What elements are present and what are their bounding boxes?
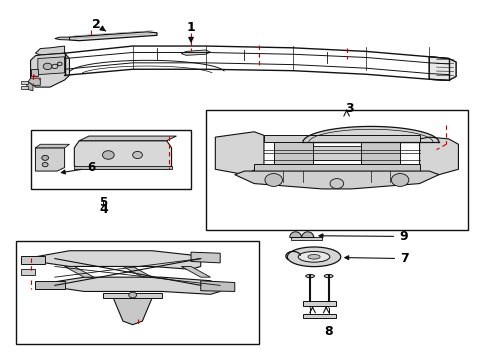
Ellipse shape: [324, 274, 332, 278]
Ellipse shape: [307, 255, 320, 259]
Circle shape: [102, 151, 114, 159]
Polygon shape: [21, 86, 28, 89]
Polygon shape: [74, 166, 171, 169]
Circle shape: [132, 152, 142, 158]
Polygon shape: [201, 281, 234, 292]
Text: 1: 1: [186, 21, 195, 42]
Text: 4: 4: [99, 203, 108, 216]
Polygon shape: [181, 266, 210, 277]
Text: 6: 6: [61, 161, 95, 174]
Bar: [290, 237, 322, 240]
Circle shape: [52, 64, 58, 68]
Polygon shape: [55, 37, 69, 40]
Circle shape: [264, 174, 282, 186]
Polygon shape: [302, 301, 335, 306]
Polygon shape: [181, 50, 210, 55]
Polygon shape: [28, 78, 40, 85]
Polygon shape: [103, 293, 162, 298]
Polygon shape: [264, 135, 419, 143]
Polygon shape: [428, 57, 455, 80]
Polygon shape: [21, 269, 35, 275]
Polygon shape: [79, 136, 176, 141]
Polygon shape: [302, 314, 335, 318]
Text: 5: 5: [99, 195, 107, 209]
Bar: [16, 241, 259, 344]
Polygon shape: [305, 301, 313, 307]
Polygon shape: [74, 141, 171, 169]
Polygon shape: [234, 171, 438, 189]
Ellipse shape: [305, 274, 314, 278]
Polygon shape: [324, 301, 332, 307]
Polygon shape: [69, 32, 157, 41]
Polygon shape: [38, 57, 64, 75]
Text: 3: 3: [344, 102, 353, 115]
Circle shape: [128, 292, 136, 298]
Text: 7: 7: [344, 252, 408, 265]
Polygon shape: [215, 132, 264, 175]
Polygon shape: [35, 281, 64, 289]
Circle shape: [390, 174, 408, 186]
Circle shape: [329, 179, 343, 189]
Polygon shape: [361, 143, 399, 164]
Circle shape: [42, 162, 48, 167]
Polygon shape: [419, 137, 458, 175]
Polygon shape: [113, 294, 152, 325]
Text: 8: 8: [324, 325, 332, 338]
Polygon shape: [254, 164, 419, 171]
Circle shape: [41, 156, 48, 160]
Polygon shape: [21, 81, 28, 84]
Polygon shape: [55, 277, 220, 294]
Polygon shape: [273, 143, 312, 164]
Polygon shape: [35, 46, 64, 55]
Text: 2: 2: [92, 18, 105, 31]
Circle shape: [43, 63, 52, 69]
Polygon shape: [30, 53, 69, 87]
Polygon shape: [64, 266, 94, 277]
Polygon shape: [26, 82, 33, 91]
Bar: [205, 111, 467, 230]
Polygon shape: [40, 52, 64, 76]
Polygon shape: [35, 144, 69, 148]
Polygon shape: [35, 148, 64, 171]
Text: 9: 9: [318, 230, 407, 243]
Ellipse shape: [287, 247, 340, 267]
Polygon shape: [191, 252, 220, 263]
Ellipse shape: [298, 251, 329, 262]
Bar: [30, 130, 191, 189]
Polygon shape: [122, 266, 152, 277]
Polygon shape: [312, 146, 361, 160]
Circle shape: [57, 62, 62, 66]
Polygon shape: [21, 256, 45, 264]
Polygon shape: [30, 69, 38, 76]
Polygon shape: [35, 251, 201, 269]
